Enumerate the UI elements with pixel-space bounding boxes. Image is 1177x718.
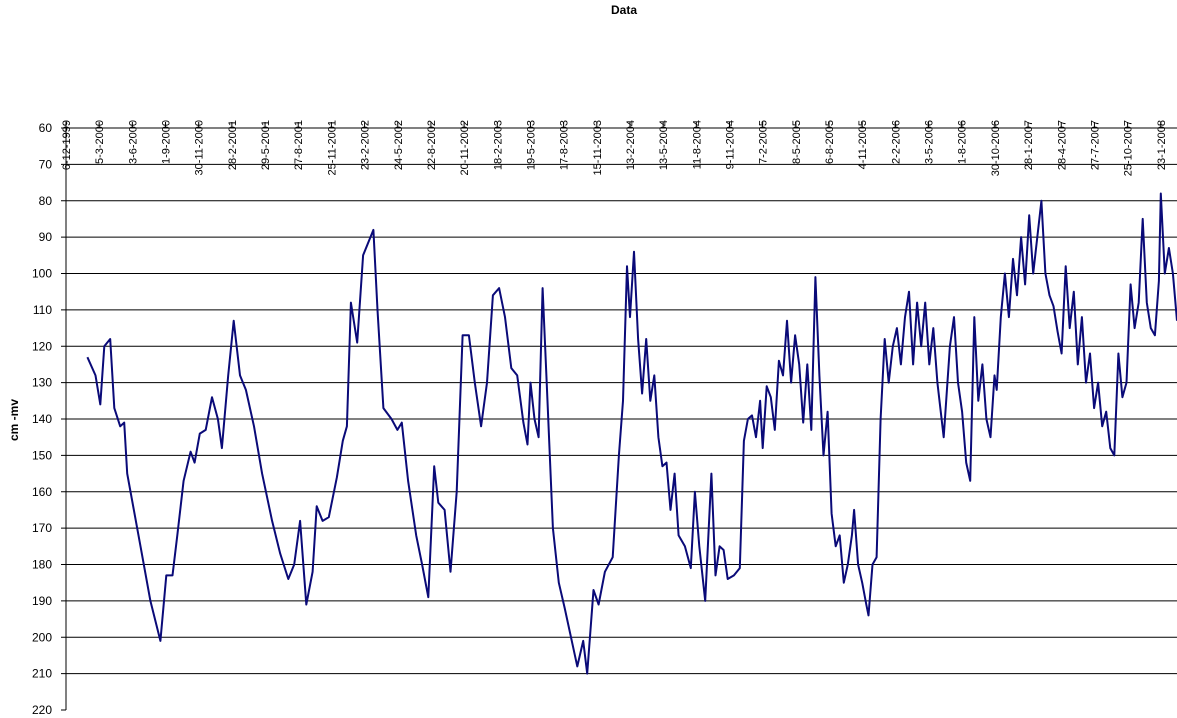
x-tick-label: 28-2-2001 xyxy=(227,120,239,170)
x-tick-label: 15-11-2003 xyxy=(592,120,604,175)
x-tick-label: 6-8-2005 xyxy=(824,120,836,164)
y-tick-label: 130 xyxy=(32,376,52,390)
x-tick-label: 8-5-2005 xyxy=(791,120,803,164)
y-tick-label: 120 xyxy=(32,339,52,353)
x-tick-label: 28-4-2007 xyxy=(1056,120,1068,170)
y-tick-label: 140 xyxy=(32,412,52,426)
x-tick-label: 3-6-2000 xyxy=(127,120,139,164)
x-tick-label: 6-12-1999 xyxy=(61,120,73,170)
x-tick-label: 30-10-2006 xyxy=(990,120,1002,176)
x-tick-label: 13-5-2004 xyxy=(658,120,670,170)
x-tick-label: 4-11-2005 xyxy=(857,120,869,169)
x-tick-label: 27-8-2001 xyxy=(293,120,305,170)
x-tick-label: 25-11-2001 xyxy=(326,120,338,175)
x-tick-label: 1-8-2006 xyxy=(957,120,969,164)
y-tick-label: 80 xyxy=(39,194,53,208)
x-tick-label: 17-8-2003 xyxy=(559,120,571,170)
x-tick-label: 24-5-2002 xyxy=(393,120,405,170)
x-tick-label: 1-9-2000 xyxy=(161,120,173,164)
x-axis-title: Data xyxy=(611,3,637,17)
x-tick-label: 2-2-2006 xyxy=(890,120,902,164)
x-tick-label: 3-5-2006 xyxy=(924,120,936,164)
x-tick-label: 25-10-2007 xyxy=(1123,120,1135,176)
x-tick-label: 11-8-2004 xyxy=(691,120,703,169)
y-tick-label: 100 xyxy=(32,267,52,281)
y-tick-label: 60 xyxy=(39,121,53,135)
y-tick-label: 170 xyxy=(32,521,52,535)
y-tick-label: 90 xyxy=(39,230,53,244)
x-tick-label: 28-1-2007 xyxy=(1023,120,1035,170)
x-tick-label: 23-1-2008 xyxy=(1156,120,1168,170)
x-tick-label: 13-2-2004 xyxy=(625,120,637,170)
y-tick-label: 220 xyxy=(32,703,52,717)
y-tick-label: 160 xyxy=(32,485,52,499)
y-tick-label: 110 xyxy=(33,303,52,317)
x-tick-label: 22-8-2002 xyxy=(426,120,438,170)
x-tick-label: 27-7-2007 xyxy=(1089,120,1101,170)
x-tick-label: 18-2-2003 xyxy=(492,120,504,170)
data-line xyxy=(86,192,1177,675)
x-tick-label: 9-11-2004 xyxy=(725,120,737,169)
y-tick-label: 190 xyxy=(32,594,52,608)
x-tick-label: 30-11-2000 xyxy=(194,120,206,175)
x-tick-label: 7-2-2005 xyxy=(758,120,770,164)
y-axis-title: cm -mv xyxy=(7,399,21,441)
x-tick-label: 29-5-2001 xyxy=(260,120,272,170)
x-tick-label: 20-11-2002 xyxy=(459,120,471,175)
y-tick-label: 180 xyxy=(32,558,52,572)
y-tick-label: 70 xyxy=(39,157,53,171)
y-tick-label: 210 xyxy=(32,667,52,681)
y-tick-label: 200 xyxy=(32,630,52,644)
x-tick-label: 5-3-2000 xyxy=(94,120,106,164)
x-tick-label: 23-2-2002 xyxy=(360,120,372,170)
x-tick-label: 19-5-2003 xyxy=(525,120,537,170)
y-tick-label: 150 xyxy=(32,448,52,462)
